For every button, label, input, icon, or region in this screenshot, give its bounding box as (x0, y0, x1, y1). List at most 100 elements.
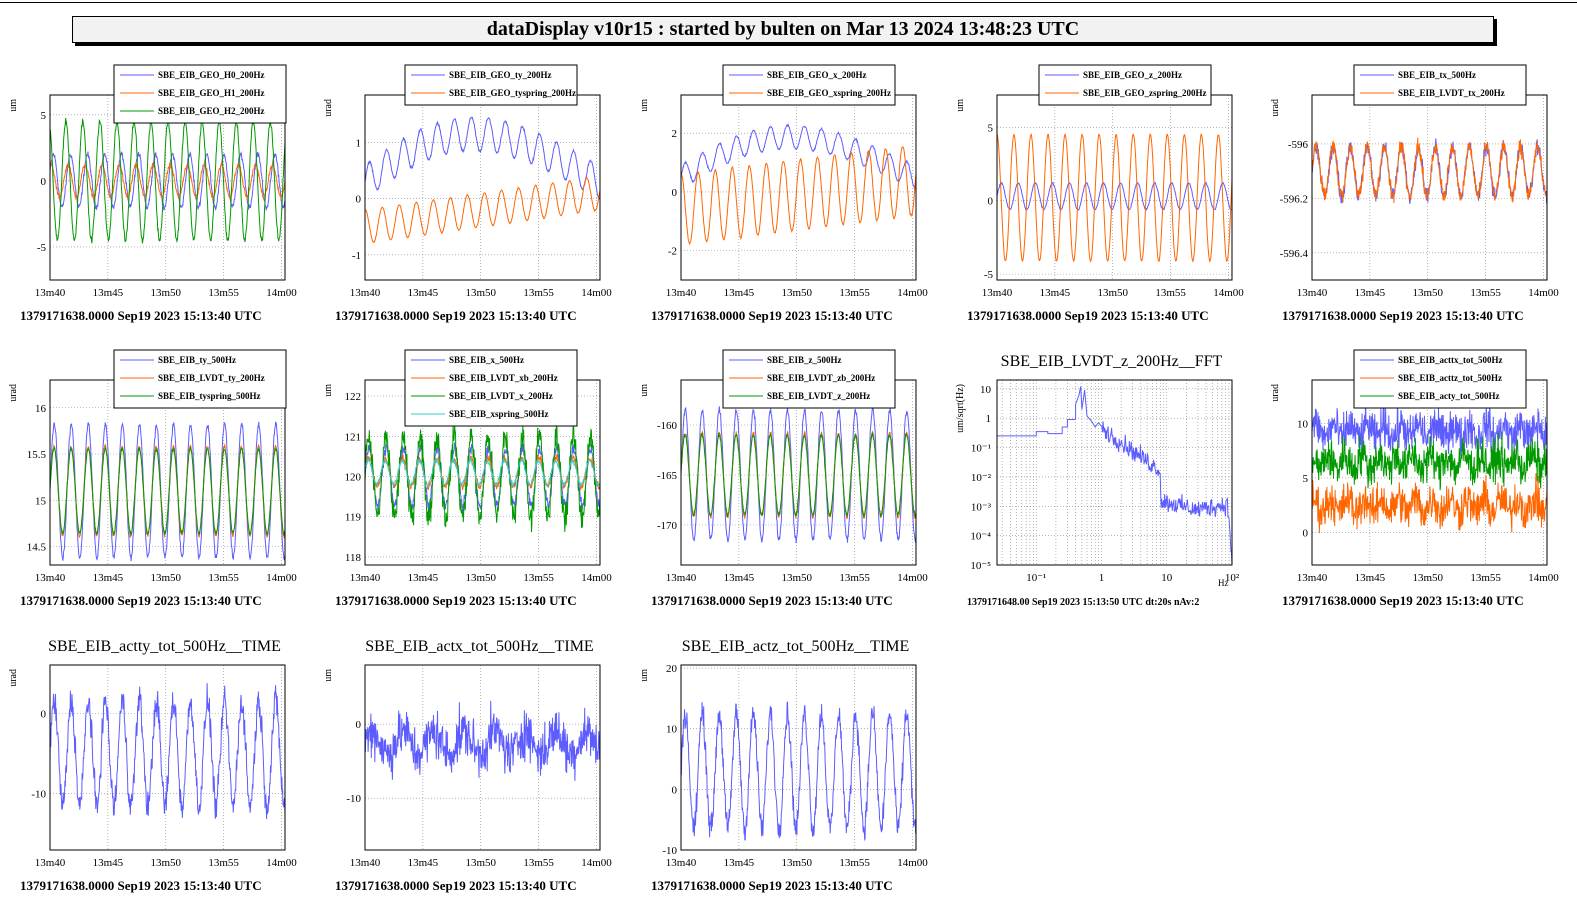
x-tick-label: 13m50 (150, 287, 181, 299)
legend-box (113, 349, 287, 409)
series-line (50, 445, 285, 537)
legend-label: SBE_EIB_acttz_tot_500Hz (1398, 373, 1502, 383)
y-tick-label: 10⁻⁴ (970, 531, 991, 543)
y-tick-label: 1 (356, 138, 362, 150)
chart-footer: 1379171638.0000 Sep19 2023 15:13:40 UTC (335, 593, 577, 608)
legend-label: SBE_EIB_acty_tot_500Hz (1398, 391, 1500, 401)
plot-area (1312, 380, 1547, 565)
plot-frame (680, 664, 917, 851)
series-line (1312, 472, 1547, 534)
series-line (50, 161, 285, 201)
chart-9: SBE_EIB_LVDT_z_200Hz__FFT um/sqrt(Hz) 10⁻¹… (955, 353, 1240, 608)
legend-label: SBE_EIB_GEO_H1_200Hz (158, 88, 265, 98)
x-tick-label: 10 (1161, 572, 1173, 584)
series-line (365, 116, 600, 200)
plot-frame (49, 664, 286, 851)
y-tick-label: 10 (1297, 419, 1309, 431)
legend-label: SBE_EIB_GEO_xspring_200Hz (767, 88, 891, 98)
x-tick-label: 14m00 (897, 857, 928, 869)
chart-1: um 13m40 13m45 13m50 13m55 14m00 -5 0 5 SBE_EIB_G… (8, 64, 297, 323)
chart-title: SBE_EIB_LVDT_z_200Hz__FFT (1001, 353, 1223, 370)
series-line (365, 457, 600, 488)
series-line (1312, 433, 1547, 491)
chart-6: urad 13m40 13m45 13m50 13m55 14m00 14.5 15 15.5 1… (8, 349, 297, 608)
y-axis-label: um/sqrt(Hz) (955, 384, 966, 433)
x-tick-label: 10² (1225, 572, 1240, 584)
legend-label: SBE_EIB_acttx_tot_500Hz (1398, 355, 1503, 365)
legend: SBE_EIB_GEO_H0_200Hz SBE_EIB_GEO_H1_200Hz… (113, 64, 287, 124)
chart-title: SBE_EIB_actz_tot_500Hz__TIME (682, 638, 910, 655)
plot-area (365, 95, 600, 280)
y-tick-label: 119 (345, 512, 362, 524)
x-tick-label: 13m45 (724, 572, 755, 584)
plot-area (365, 665, 600, 850)
plot-area (997, 95, 1232, 280)
legend: SBE_EIB_ty_500Hz SBE_EIB_LVDT_ty_200Hz SBE… (113, 349, 287, 409)
y-tick-label: 1 (986, 413, 992, 425)
x-tick-label: 13m55 (839, 287, 870, 299)
x-tick-label: 14m00 (897, 572, 928, 584)
y-tick-label: 16 (35, 403, 47, 415)
legend-label: SBE_EIB_x_500Hz (449, 355, 524, 365)
legend-label: SBE_EIB_GEO_H0_200Hz (158, 70, 265, 80)
x-tick-label: 1 (1099, 572, 1105, 584)
legend: SBE_EIB_tx_500Hz SBE_EIB_LVDT_tx_200Hz (1353, 64, 1527, 106)
y-tick-label: 10⁻² (971, 472, 992, 484)
plot-frame (364, 664, 601, 851)
y-axis-label: um (639, 384, 650, 397)
chart-title: SBE_EIB_actty_tot_500Hz__TIME (48, 638, 281, 655)
chart-footer: 1379171638.0000 Sep19 2023 15:13:40 UTC (651, 878, 893, 893)
legend-label: SBE_EIB_GEO_x_200Hz (767, 70, 867, 80)
y-tick-label: -2 (668, 246, 677, 258)
y-tick-label: 0 (672, 784, 678, 796)
y-axis-label: urad (1270, 99, 1281, 117)
x-tick-label: 13m55 (523, 572, 554, 584)
legend: SBE_EIB_z_500Hz SBE_EIB_LVDT_zb_200Hz SBE_… (722, 349, 896, 409)
y-axis-label: um (639, 669, 650, 682)
y-tick-label: -10 (346, 793, 361, 805)
x-tick-label: 13m55 (839, 857, 870, 869)
chart-title: SBE_EIB_actx_tot_500Hz__TIME (365, 638, 593, 655)
y-tick-label: 121 (345, 431, 362, 443)
x-tick-label: 13m55 (208, 857, 239, 869)
x-tick-label: 13m40 (350, 572, 381, 584)
series-line (365, 176, 600, 243)
plot-area (997, 380, 1232, 565)
x-tick-label: 14m00 (1528, 287, 1559, 299)
x-tick-label: 13m45 (93, 572, 124, 584)
chart-3: um 13m40 13m45 13m50 13m55 14m00 -2 0 2 SBE_EIB_G… (639, 64, 928, 323)
legend-label: SBE_EIB_GEO_ty_200Hz (449, 70, 552, 80)
series-line (365, 700, 600, 781)
y-tick-label: 0 (41, 708, 47, 720)
y-tick-label: -160 (657, 420, 678, 432)
x-tick-label: 13m45 (1355, 287, 1386, 299)
legend-label: SBE_EIB_LVDT_xb_200Hz (449, 373, 558, 383)
series-line (997, 386, 1232, 564)
plot-area (50, 380, 285, 565)
x-tick-label: 13m50 (150, 572, 181, 584)
x-tick-label: 13m55 (208, 572, 239, 584)
legend: SBE_EIB_acttx_tot_500Hz SBE_EIB_acttz_tot… (1353, 349, 1527, 409)
legend-box (404, 349, 578, 427)
legend: SBE_EIB_x_500Hz SBE_EIB_LVDT_xb_200Hz SBE_… (404, 349, 578, 427)
y-tick-label: -596 (1288, 139, 1309, 151)
y-tick-label: 0 (672, 187, 678, 199)
x-tick-label: 13m45 (408, 857, 439, 869)
x-tick-label: 13m45 (724, 287, 755, 299)
x-tick-label: 13m45 (1040, 287, 1071, 299)
y-tick-label: 0 (41, 176, 47, 188)
x-tick-label: 13m45 (93, 287, 124, 299)
y-tick-label: -5 (37, 242, 47, 254)
chart-footer: 1379171638.0000 Sep19 2023 15:13:40 UTC (335, 308, 577, 323)
y-tick-label: 0 (356, 194, 362, 206)
x-tick-label: 14m00 (266, 287, 297, 299)
y-axis-label: urad (8, 669, 19, 687)
y-tick-label: -596.2 (1280, 193, 1308, 205)
series-line (50, 683, 285, 820)
y-axis-label: urad (8, 384, 19, 402)
legend-label: SBE_EIB_xspring_500Hz (449, 409, 549, 419)
chart-5: urad 13m40 13m45 13m50 13m55 14m00 -596 -596.2 -… (1270, 64, 1559, 323)
y-tick-label: 10 (666, 724, 678, 736)
